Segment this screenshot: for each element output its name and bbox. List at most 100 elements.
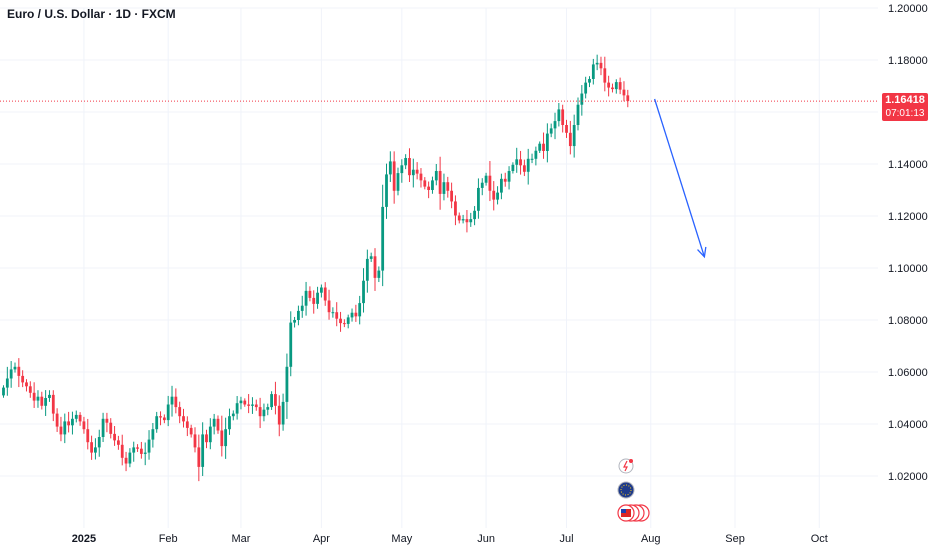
candle-body [549,128,553,134]
x-tick-label: Aug [641,533,661,545]
candle-body [323,287,327,301]
candle-body [538,143,542,151]
candle-body [189,427,193,435]
candle-body [434,171,438,181]
candle-body [182,416,185,422]
candle-body [86,429,90,443]
candle-body [542,143,545,151]
candle-body [346,317,350,324]
candle-body [136,447,139,449]
candle-body [477,187,480,211]
chart-grid [0,7,878,528]
y-tick-label: 1.18000 [888,55,928,67]
candle-body [285,366,289,402]
candle-body [519,159,522,166]
candle-body [576,104,580,125]
arrow-head [697,246,707,259]
candle-body [289,322,293,367]
candle-body [419,173,423,181]
candle-body [553,121,557,129]
candle-body [274,394,277,406]
candle-body [143,452,147,454]
candle-body [461,219,465,221]
candle-body [599,62,603,69]
candle-body [174,396,178,408]
x-tick-label: Sep [725,533,745,545]
candle-body [212,418,216,427]
candle-body [155,416,159,430]
candle-body [224,429,228,447]
candle-body [331,312,335,314]
eu-stars [620,484,632,496]
candle-body [293,320,296,323]
candle-body [139,448,143,454]
candle-body [511,164,515,172]
candle-body [48,394,51,398]
candle-body [120,444,124,458]
candle-body [431,180,434,190]
candle-body [404,158,408,166]
candle-body [94,447,97,453]
x-tick-label: Oct [811,533,828,545]
candle-body [239,400,243,404]
y-tick-label: 1.20000 [888,3,928,15]
candle-body [67,421,71,426]
x-tick-label: Apr [313,533,330,545]
candle-body [626,95,630,102]
candle-body [427,186,431,190]
candle-body [595,62,599,65]
candle-body [201,434,205,467]
last-price-value: 1.16418 [885,94,925,106]
y-tick-label: 1.12000 [888,211,928,223]
candle-body [312,297,316,304]
candle-body [362,280,365,304]
time-axis: 2025 Feb Mar Apr May Jun Jul Aug Sep Oct [72,533,828,545]
candle-body [235,403,239,414]
candle-body [515,159,519,165]
event-dot [629,459,633,463]
candle-body [316,292,319,304]
candle-body [32,392,36,401]
candle-body [342,323,346,325]
price-axis: 1.200001.180001.160001.140001.120001.100… [888,3,928,483]
candle-body [71,418,74,426]
candle-body [354,312,358,317]
candle-body [74,414,78,419]
candle-body [319,287,323,293]
candle-body [381,206,385,271]
candle-body [51,394,55,414]
candle-body [9,369,13,379]
candle-body [507,171,511,182]
candle-body [534,150,538,159]
globe-event-icon [617,481,635,499]
candle-body [396,173,400,191]
candle-body [522,165,526,172]
x-tick-label: Feb [159,533,178,545]
candle-body [13,366,17,370]
candle-body [197,447,201,467]
candle-body [442,182,446,194]
candle-body [132,447,136,453]
candle-body [297,310,300,320]
candle-body [97,437,101,448]
candle-body [392,161,396,191]
candle-body [44,398,48,406]
candle-body [438,171,442,194]
candle-body [488,175,492,191]
candle-body [17,366,21,376]
candle-body [492,190,496,200]
candle-body [572,125,576,147]
candle-body [251,404,254,406]
candle-body [243,400,247,405]
candle-body [308,290,312,298]
candle-body [591,64,595,79]
candle-body [166,404,170,421]
candle-body [545,133,549,151]
candle-body [220,430,224,447]
candle-body [496,192,499,200]
candle-body [208,426,212,443]
forecast-arrow [653,98,707,259]
x-tick-label: Jun [477,533,495,545]
candle-body [5,378,9,388]
